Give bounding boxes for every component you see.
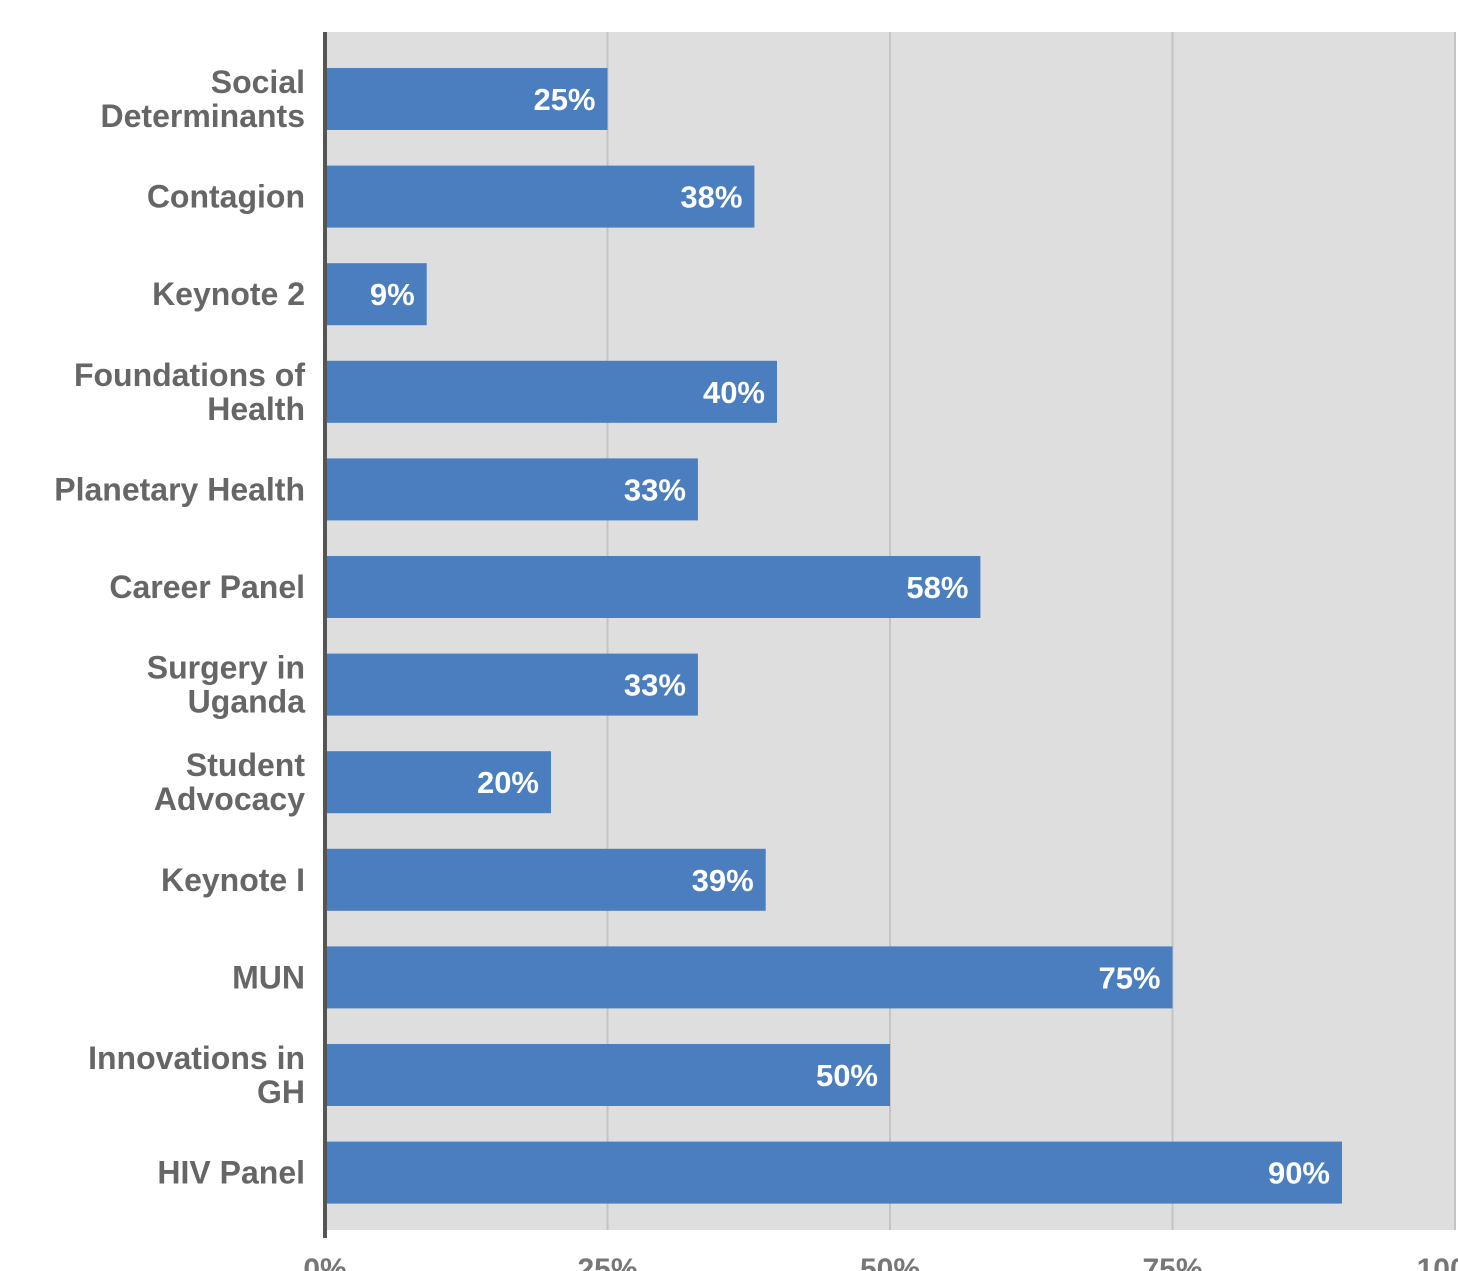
- category-label-line: Keynote 2: [152, 276, 305, 312]
- category-label-line: Foundations of: [74, 357, 305, 393]
- category-label: Surgery in Uganda: [147, 650, 305, 720]
- category-label-line: Student: [186, 747, 305, 783]
- category-label-line: Keynote I: [161, 862, 305, 898]
- category-label: Student Advocacy: [154, 747, 306, 817]
- data-label: 40%: [703, 375, 765, 410]
- bar: [325, 68, 608, 130]
- category-label: Social Determinants: [101, 64, 306, 134]
- category-label-line: Innovations in: [88, 1040, 305, 1076]
- category-label: Keynote 2: [152, 276, 305, 312]
- category-label: HIV Panel: [157, 1155, 305, 1191]
- category-label-line: Surgery in: [147, 650, 305, 686]
- category-label-line: GH: [257, 1074, 305, 1110]
- category-label-line: Career Panel: [109, 569, 305, 605]
- bar: [325, 946, 1173, 1009]
- category-label: MUN: [232, 959, 305, 995]
- bar: [325, 165, 755, 228]
- category-label-line: Advocacy: [154, 781, 305, 817]
- bar: [325, 751, 551, 814]
- bar: [325, 848, 766, 911]
- data-label: 33%: [624, 472, 686, 507]
- x-tick-label: 0%: [303, 1253, 346, 1271]
- data-label: 9%: [370, 277, 415, 312]
- x-tick-label: 25%: [577, 1253, 637, 1271]
- category-label-line: Social: [211, 64, 305, 100]
- bar: [325, 556, 981, 618]
- bar: [325, 263, 427, 326]
- x-tick-label: 75%: [1142, 1253, 1202, 1271]
- data-label: 25%: [533, 82, 595, 117]
- bar: [325, 1044, 890, 1106]
- data-label: 38%: [680, 180, 742, 215]
- data-label: 75%: [1098, 960, 1160, 995]
- bar: [325, 360, 777, 423]
- data-label: 33%: [624, 668, 686, 703]
- bar: [325, 458, 698, 521]
- category-label-line: Health: [207, 391, 305, 427]
- category-label-line: HIV Panel: [157, 1155, 305, 1191]
- category-label-line: Contagion: [147, 179, 305, 215]
- category-label: Foundations of Health: [74, 357, 305, 427]
- data-label: 58%: [906, 570, 968, 605]
- data-label: 20%: [477, 765, 539, 800]
- x-tick-label: 50%: [860, 1253, 920, 1271]
- data-label: 50%: [816, 1058, 878, 1093]
- category-label: Planetary Health: [54, 471, 305, 507]
- data-label: 39%: [692, 863, 754, 898]
- data-label: 90%: [1268, 1156, 1330, 1191]
- category-label: Innovations in GH: [88, 1040, 305, 1110]
- bar: [325, 653, 698, 716]
- category-label-line: Uganda: [188, 684, 306, 720]
- category-label-line: MUN: [232, 959, 305, 995]
- category-label: Career Panel: [109, 569, 305, 605]
- bar: [325, 1141, 1342, 1204]
- category-label: Keynote I: [161, 862, 305, 898]
- category-label: Contagion: [147, 179, 305, 215]
- category-label-line: Planetary Health: [54, 471, 305, 507]
- x-tick-label: 100%: [1417, 1253, 1458, 1271]
- category-label-line: Determinants: [101, 98, 306, 134]
